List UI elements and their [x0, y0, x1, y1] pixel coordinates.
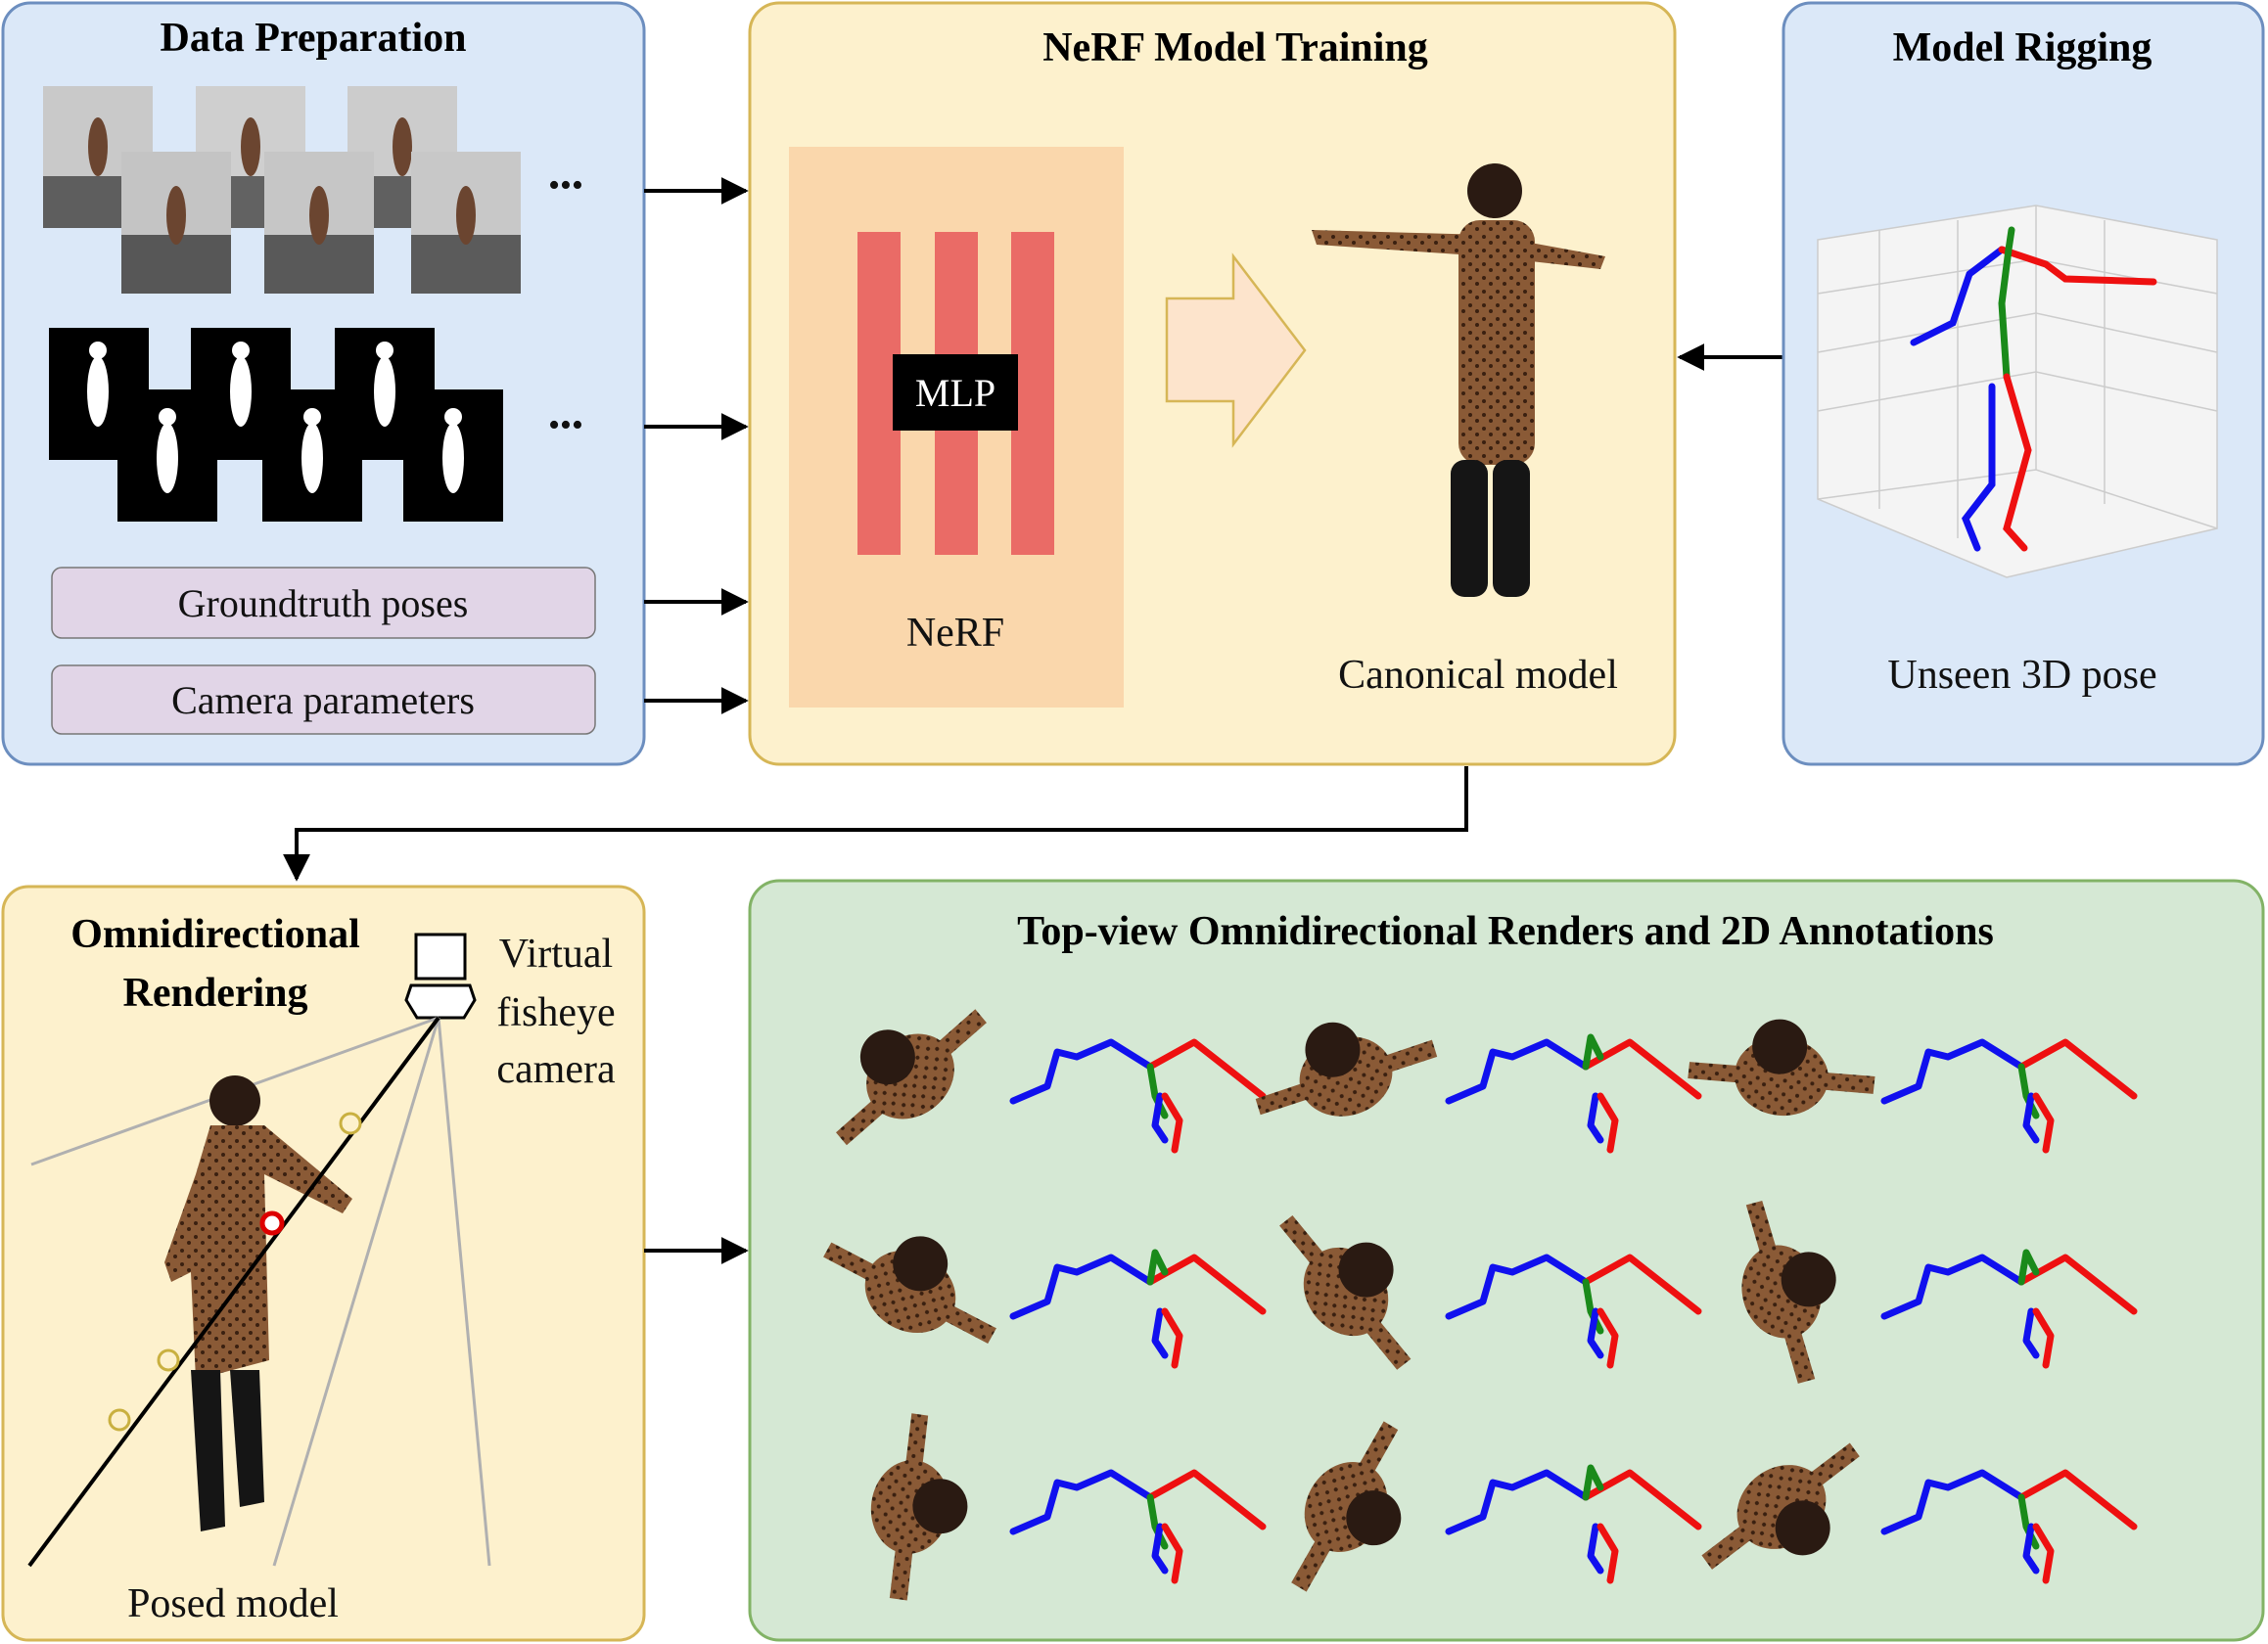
- nerf-label: NeRF: [906, 611, 1004, 656]
- skeleton-annotation: [1009, 1469, 1267, 1584]
- panel-title: Rendering: [123, 971, 308, 1016]
- ray-sample-point: [339, 1112, 362, 1135]
- topview-render: [823, 1236, 996, 1345]
- arrow-down-icon: [283, 766, 1468, 882]
- mask-thumb: [262, 389, 362, 522]
- 3d-pose-plot: [1817, 205, 2218, 578]
- silhouette-masks: •••: [49, 328, 583, 522]
- panel-title: NeRF Model Training: [1042, 25, 1428, 70]
- panel-nerf-training: NeRF Model Training MLP NeRF Canonical m…: [748, 1, 1677, 766]
- topview-render: [1255, 1022, 1438, 1117]
- topview-render: [1688, 1019, 1875, 1117]
- camera-label: fisheye: [496, 990, 615, 1035]
- mlp-layer: [1011, 232, 1054, 555]
- topview-render: [1701, 1442, 1860, 1570]
- pill-label: Camera parameters: [171, 678, 475, 722]
- skeleton-annotation: [1880, 1038, 2138, 1154]
- panel-topview-renders: Top-view Omnidirectional Renders and 2D …: [748, 879, 2265, 1642]
- topview-render: [1741, 1200, 1836, 1384]
- camera-label: Virtual: [499, 932, 613, 977]
- renders-grid: [823, 1009, 2138, 1601]
- fisheye-lens-icon: [404, 983, 477, 1020]
- canonical-model-figure: [1312, 163, 1605, 597]
- skeleton-annotation: [1880, 1249, 2138, 1369]
- camera-parameters-pill: Camera parameters: [51, 664, 596, 735]
- input-arrows: [644, 177, 749, 714]
- frame-thumb: [121, 152, 231, 294]
- panel-title: Top-view Omnidirectional Renders and 2D …: [1017, 909, 1994, 954]
- mask-thumb: [117, 389, 217, 522]
- panel-title: Model Rigging: [1893, 25, 2152, 70]
- canonical-model-label: Canonical model: [1338, 653, 1618, 698]
- mask-thumb: [403, 389, 503, 522]
- groundtruth-poses-pill: Groundtruth poses: [51, 567, 596, 639]
- pose-label: Unseen 3D pose: [1887, 653, 2156, 698]
- panel-data-preparation: Data Preparation ••• ••• Groundtruth pos…: [1, 1, 646, 766]
- pill-label: Groundtruth poses: [178, 581, 469, 625]
- ellipsis: •••: [548, 167, 583, 204]
- panel-title: Omnidirectional: [70, 912, 360, 957]
- frame-thumb: [411, 152, 521, 294]
- mlp-box: [893, 354, 1018, 431]
- skeleton-annotation: [1445, 1033, 1702, 1154]
- posed-model-figure: [164, 1075, 352, 1531]
- skeleton-annotation: [1880, 1469, 2138, 1584]
- frame-thumb: [264, 152, 374, 294]
- ellipsis: •••: [548, 407, 583, 443]
- block-arrow-icon: [1165, 252, 1307, 448]
- mlp-label: MLP: [915, 371, 995, 415]
- posed-model-label: Posed model: [127, 1581, 339, 1626]
- ray-sample-point: [157, 1348, 180, 1372]
- topview-render: [1279, 1215, 1412, 1370]
- panel-model-rigging: Model Rigging Unseen 3D pose: [1782, 1, 2265, 766]
- skeleton-annotation: [1445, 1254, 1702, 1369]
- ray-sample-point: [259, 1210, 285, 1236]
- 3d-skeleton: [1910, 226, 2157, 552]
- rgb-frames: •••: [43, 86, 583, 294]
- topview-render: [1291, 1421, 1402, 1592]
- ray-sample-point: [108, 1408, 131, 1432]
- skeleton-annotation: [1009, 1038, 1267, 1154]
- skeleton-annotation: [1009, 1249, 1267, 1369]
- skeleton-annotation: [1445, 1464, 1702, 1584]
- principal-ray: [27, 1016, 440, 1568]
- camera-label: camera: [496, 1047, 616, 1092]
- panel-omnidirectional-rendering: Omnidirectional Rendering Virtual fishey…: [1, 885, 646, 1642]
- panel-title: Data Preparation: [160, 16, 466, 61]
- camera-icon: [404, 933, 477, 1020]
- nerf-network: MLP NeRF: [789, 147, 1124, 708]
- topview-render: [870, 1413, 968, 1601]
- topview-render: [836, 1009, 987, 1146]
